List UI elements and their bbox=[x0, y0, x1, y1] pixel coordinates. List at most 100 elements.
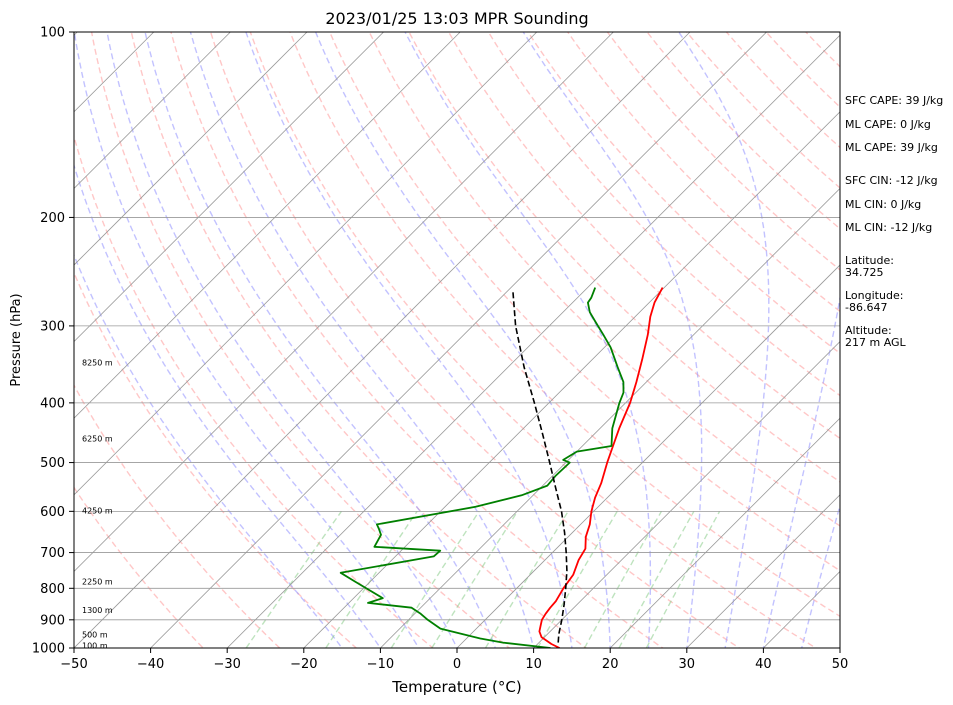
isotherm-line bbox=[456, 264, 840, 648]
chart-title: 2023/01/25 13:03 MPR Sounding bbox=[325, 9, 588, 28]
isotherm-line bbox=[74, 32, 691, 648]
x-tick-label: 10 bbox=[525, 657, 542, 672]
y-tick-label: 600 bbox=[40, 505, 65, 520]
dry-adiabat bbox=[130, 32, 588, 648]
x-tick-label: −40 bbox=[137, 657, 164, 672]
stat-ml-cape-1: ML CAPE: 0 J/kg bbox=[845, 118, 931, 131]
height-label: 8250 m bbox=[82, 359, 113, 368]
height-label: 2250 m bbox=[82, 578, 113, 587]
x-tick-label: −30 bbox=[213, 657, 240, 672]
stat-altitude-value: 217 m AGL bbox=[845, 336, 907, 349]
stat-sfc-cape: SFC CAPE: 39 J/kg bbox=[845, 94, 943, 107]
dry-adiabat bbox=[249, 32, 818, 648]
y-tick-label: 900 bbox=[40, 613, 65, 628]
series-lines bbox=[339, 287, 664, 648]
x-tick-label: 20 bbox=[602, 657, 619, 672]
dry-adiabat bbox=[170, 32, 664, 648]
isotherm-line bbox=[150, 32, 767, 648]
dry-adiabat bbox=[74, 383, 281, 648]
y-axis-ticks: 100 200 300 400 500 600 700 800 900 1000 bbox=[32, 26, 74, 657]
isotherm-line bbox=[74, 32, 461, 419]
x-tick-label: −20 bbox=[290, 657, 317, 672]
moist-adiabat bbox=[74, 32, 420, 648]
stat-ml-cin-2: ML CIN: -12 J/kg bbox=[845, 221, 932, 234]
moist-adiabat bbox=[74, 163, 382, 648]
stat-ml-cin-1: ML CIN: 0 J/kg bbox=[845, 198, 921, 211]
x-tick-label: 30 bbox=[679, 657, 696, 672]
y-tick-label: 400 bbox=[40, 396, 65, 411]
moist-adiabat bbox=[762, 294, 840, 648]
moist-adiabat bbox=[678, 32, 770, 648]
y-tick-label: 500 bbox=[40, 456, 65, 471]
dry-adiabat bbox=[74, 271, 358, 648]
isotherm-line bbox=[74, 32, 231, 189]
isotherm-line bbox=[609, 417, 840, 648]
y-tick-label: 800 bbox=[40, 582, 65, 597]
sounding-stats: SFC CAPE: 39 J/kg ML CAPE: 0 J/kg ML CAP… bbox=[845, 94, 943, 349]
x-tick-label: 40 bbox=[755, 657, 772, 672]
x-tick-label: −10 bbox=[367, 657, 394, 672]
y-axis-label: Pressure (hPa) bbox=[9, 293, 24, 386]
moist-adiabat bbox=[245, 32, 573, 648]
moist-adiabat bbox=[404, 32, 652, 648]
dry-adiabat bbox=[74, 134, 435, 648]
y-tick-label: 1000 bbox=[32, 642, 65, 657]
dewpoint-line bbox=[339, 287, 625, 648]
isotherm-line bbox=[74, 32, 538, 496]
moist-adiabat bbox=[522, 32, 703, 648]
x-tick-label: −50 bbox=[60, 657, 87, 672]
height-label: 4250 m bbox=[82, 506, 113, 515]
dry-adiabat bbox=[209, 32, 741, 648]
dry-adiabat bbox=[289, 32, 840, 618]
isotherm-line bbox=[303, 111, 840, 648]
dry-adiabat bbox=[685, 32, 840, 189]
background-lines bbox=[74, 32, 840, 648]
isotherm-line bbox=[533, 341, 840, 648]
height-label: 6250 m bbox=[82, 435, 113, 444]
x-tick-label: 0 bbox=[453, 657, 461, 672]
parcel-line bbox=[512, 289, 568, 643]
temperature-line bbox=[538, 287, 664, 648]
x-axis-ticks: −50 −40 −30 −20 −10 0 10 20 30 40 50 bbox=[60, 648, 848, 672]
y-tick-label: 100 bbox=[40, 26, 65, 41]
mixing-ratio-line bbox=[245, 510, 342, 648]
stat-longitude-label: Longitude: bbox=[845, 289, 903, 302]
isotherm-line bbox=[74, 32, 384, 343]
x-tick-label: 50 bbox=[832, 657, 849, 672]
dry-adiabat bbox=[328, 32, 840, 572]
mixing-ratio-line bbox=[431, 510, 519, 648]
height-label: 1300 m bbox=[82, 606, 113, 615]
height-labels: 8250 m 6250 m 4250 m 2250 m 1300 m 500 m 100 m bbox=[82, 359, 113, 651]
height-label: 100 m bbox=[82, 641, 108, 650]
moist-adiabat bbox=[314, 32, 611, 648]
plot-frame bbox=[73, 31, 841, 649]
isotherm-line bbox=[226, 34, 840, 648]
dry-adiabat bbox=[725, 32, 840, 149]
y-tick-label: 300 bbox=[40, 319, 65, 334]
stat-altitude-label: Altitude: bbox=[845, 324, 892, 337]
dry-adiabat bbox=[74, 486, 205, 648]
isotherm-line bbox=[380, 187, 840, 648]
y-tick-label: 200 bbox=[40, 211, 65, 226]
dry-adiabat bbox=[487, 32, 840, 397]
isotherm-line bbox=[74, 32, 614, 572]
dry-adiabat bbox=[368, 32, 840, 527]
moist-adiabat bbox=[189, 32, 535, 648]
dry-adiabat bbox=[447, 32, 840, 440]
height-label: 500 m bbox=[82, 630, 108, 639]
grid-lines bbox=[74, 32, 840, 648]
isotherm-line bbox=[686, 494, 840, 648]
moist-adiabat bbox=[144, 32, 497, 648]
y-tick-label: 700 bbox=[40, 546, 65, 561]
moist-adiabat bbox=[74, 253, 343, 648]
stat-ml-cape-2: ML CAPE: 39 J/kg bbox=[845, 141, 938, 154]
dry-adiabat bbox=[566, 32, 840, 313]
stat-longitude-value: -86.647 bbox=[845, 301, 887, 314]
stat-latitude-value: 34.725 bbox=[845, 266, 884, 279]
stat-latitude-label: Latitude: bbox=[845, 254, 894, 267]
isotherm-line bbox=[74, 32, 308, 266]
dry-adiabat bbox=[90, 32, 511, 648]
stat-sfc-cin: SFC CIN: -12 J/kg bbox=[845, 174, 938, 187]
moist-adiabat bbox=[106, 32, 458, 648]
